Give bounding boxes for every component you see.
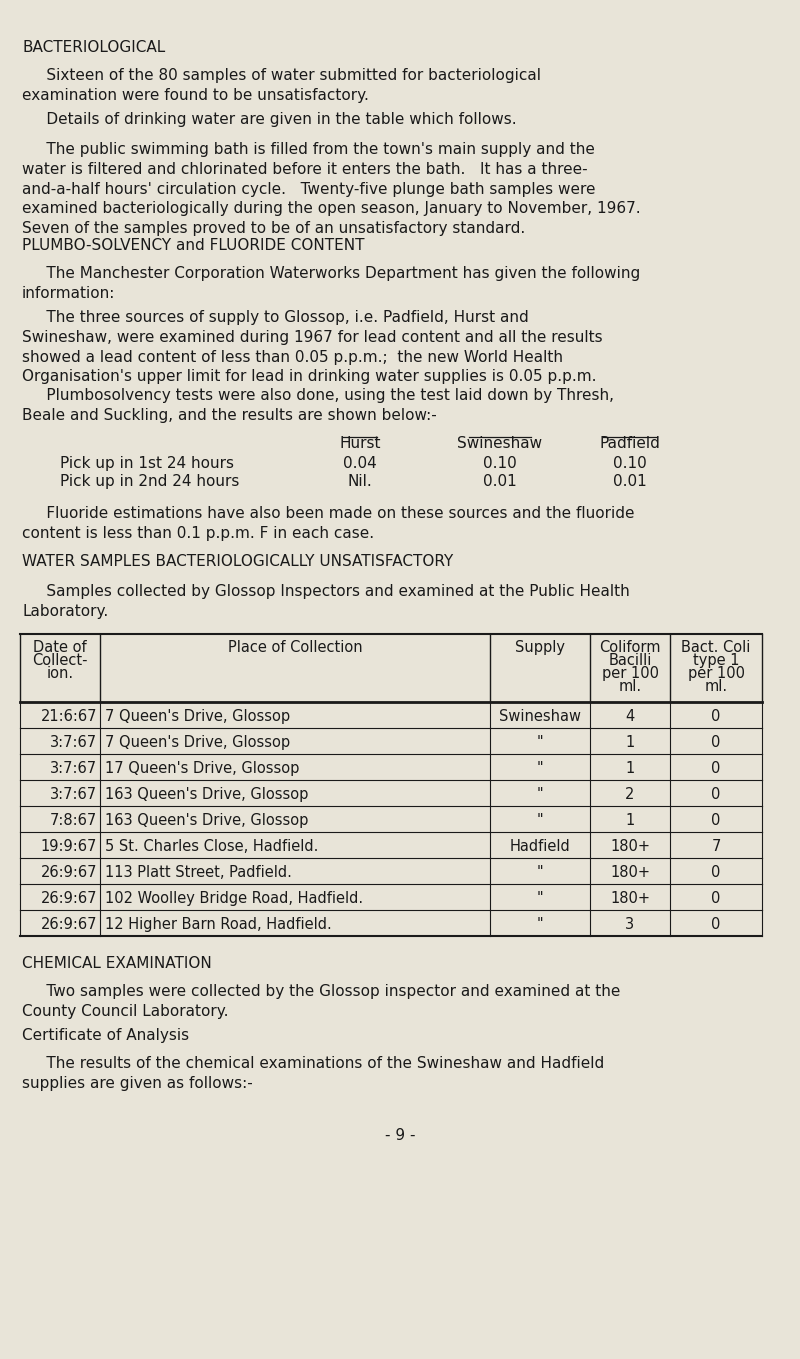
Text: ml.: ml. <box>618 680 642 694</box>
Text: 180+: 180+ <box>610 892 650 906</box>
Text: 113 Platt Street, Padfield.: 113 Platt Street, Padfield. <box>105 864 292 881</box>
Text: Certificate of Analysis: Certificate of Analysis <box>22 1027 189 1042</box>
Text: 0.04: 0.04 <box>343 457 377 472</box>
Text: 1: 1 <box>626 735 634 750</box>
Text: Sixteen of the 80 samples of water submitted for bacteriological
examination wer: Sixteen of the 80 samples of water submi… <box>22 68 541 103</box>
Text: 7: 7 <box>711 839 721 853</box>
Text: 0: 0 <box>711 917 721 932</box>
Text: Place of Collection: Place of Collection <box>228 640 362 655</box>
Text: 180+: 180+ <box>610 864 650 881</box>
Text: 163 Queen's Drive, Glossop: 163 Queen's Drive, Glossop <box>105 787 308 802</box>
Text: BACTERIOLOGICAL: BACTERIOLOGICAL <box>22 39 166 54</box>
Text: 163 Queen's Drive, Glossop: 163 Queen's Drive, Glossop <box>105 813 308 828</box>
Text: CHEMICAL EXAMINATION: CHEMICAL EXAMINATION <box>22 955 212 970</box>
Text: 0: 0 <box>711 892 721 906</box>
Text: 7 Queen's Drive, Glossop: 7 Queen's Drive, Glossop <box>105 709 290 724</box>
Text: ": " <box>537 761 543 776</box>
Text: 19:9:67: 19:9:67 <box>41 839 97 853</box>
Text: Bacilli: Bacilli <box>608 654 652 669</box>
Text: per 100: per 100 <box>602 666 658 681</box>
Text: 7 Queen's Drive, Glossop: 7 Queen's Drive, Glossop <box>105 735 290 750</box>
Text: 0: 0 <box>711 813 721 828</box>
Text: 0: 0 <box>711 709 721 724</box>
Text: 26:9:67: 26:9:67 <box>41 917 97 932</box>
Text: 2: 2 <box>626 787 634 802</box>
Text: WATER SAMPLES BACTERIOLOGICALLY UNSATISFACTORY: WATER SAMPLES BACTERIOLOGICALLY UNSATISF… <box>22 554 454 569</box>
Text: 26:9:67: 26:9:67 <box>41 892 97 906</box>
Text: ion.: ion. <box>46 666 74 681</box>
Text: Samples collected by Glossop Inspectors and examined at the Public Health
Labora: Samples collected by Glossop Inspectors … <box>22 584 630 618</box>
Text: 12 Higher Barn Road, Hadfield.: 12 Higher Barn Road, Hadfield. <box>105 917 332 932</box>
Text: 0: 0 <box>711 761 721 776</box>
Text: ": " <box>537 917 543 932</box>
Text: 7:8:67: 7:8:67 <box>50 813 97 828</box>
Text: 3:7:67: 3:7:67 <box>50 787 97 802</box>
Text: Supply: Supply <box>515 640 565 655</box>
Text: 3: 3 <box>626 917 634 932</box>
Text: 0.01: 0.01 <box>483 474 517 489</box>
Text: 1: 1 <box>626 761 634 776</box>
Text: The Manchester Corporation Waterworks Department has given the following
informa: The Manchester Corporation Waterworks De… <box>22 266 640 300</box>
Text: 0: 0 <box>711 787 721 802</box>
Text: Swineshaw: Swineshaw <box>499 709 581 724</box>
Text: Padfield: Padfield <box>599 436 661 451</box>
Text: Fluoride estimations have also been made on these sources and the fluoride
conte: Fluoride estimations have also been made… <box>22 506 634 541</box>
Text: ": " <box>537 813 543 828</box>
Text: PLUMBO-SOLVENCY and FLUORIDE CONTENT: PLUMBO-SOLVENCY and FLUORIDE CONTENT <box>22 238 365 253</box>
Text: per 100: per 100 <box>687 666 745 681</box>
Text: ": " <box>537 892 543 906</box>
Text: Hurst: Hurst <box>339 436 381 451</box>
Text: 1: 1 <box>626 813 634 828</box>
Text: ": " <box>537 864 543 881</box>
Text: The three sources of supply to Glossop, i.e. Padfield, Hurst and
Swineshaw, were: The three sources of supply to Glossop, … <box>22 310 602 385</box>
Text: Hadfield: Hadfield <box>510 839 570 853</box>
Text: Collect-: Collect- <box>32 654 88 669</box>
Text: The results of the chemical examinations of the Swineshaw and Hadfield
supplies : The results of the chemical examinations… <box>22 1056 604 1091</box>
Text: Date of: Date of <box>33 640 87 655</box>
Text: 0.10: 0.10 <box>483 457 517 472</box>
Text: Pick up in 1st 24 hours: Pick up in 1st 24 hours <box>60 457 234 472</box>
Text: type 1: type 1 <box>693 654 739 669</box>
Text: 3:7:67: 3:7:67 <box>50 761 97 776</box>
Text: Coliform: Coliform <box>599 640 661 655</box>
Text: 3:7:67: 3:7:67 <box>50 735 97 750</box>
Text: Nil.: Nil. <box>348 474 372 489</box>
Text: Swineshaw: Swineshaw <box>458 436 542 451</box>
Text: - 9 -: - 9 - <box>385 1128 415 1143</box>
Text: 17 Queen's Drive, Glossop: 17 Queen's Drive, Glossop <box>105 761 299 776</box>
Text: 0: 0 <box>711 864 721 881</box>
Text: ml.: ml. <box>705 680 727 694</box>
Text: Pick up in 2nd 24 hours: Pick up in 2nd 24 hours <box>60 474 239 489</box>
Text: 21:6:67: 21:6:67 <box>41 709 97 724</box>
Text: Two samples were collected by the Glossop inspector and examined at the
County C: Two samples were collected by the Glosso… <box>22 984 620 1019</box>
Text: 0: 0 <box>711 735 721 750</box>
Text: ": " <box>537 787 543 802</box>
Text: 102 Woolley Bridge Road, Hadfield.: 102 Woolley Bridge Road, Hadfield. <box>105 892 363 906</box>
Text: 4: 4 <box>626 709 634 724</box>
Text: 0.01: 0.01 <box>613 474 647 489</box>
Text: Bact. Coli: Bact. Coli <box>682 640 750 655</box>
Text: The public swimming bath is filled from the town's main supply and the
water is : The public swimming bath is filled from … <box>22 141 641 236</box>
Text: 0.10: 0.10 <box>613 457 647 472</box>
Text: 180+: 180+ <box>610 839 650 853</box>
Text: 26:9:67: 26:9:67 <box>41 864 97 881</box>
Text: ": " <box>537 735 543 750</box>
Text: Details of drinking water are given in the table which follows.: Details of drinking water are given in t… <box>22 111 517 126</box>
Text: Plumbosolvency tests were also done, using the test laid down by Thresh,
Beale a: Plumbosolvency tests were also done, usi… <box>22 389 614 423</box>
Text: 5 St. Charles Close, Hadfield.: 5 St. Charles Close, Hadfield. <box>105 839 318 853</box>
